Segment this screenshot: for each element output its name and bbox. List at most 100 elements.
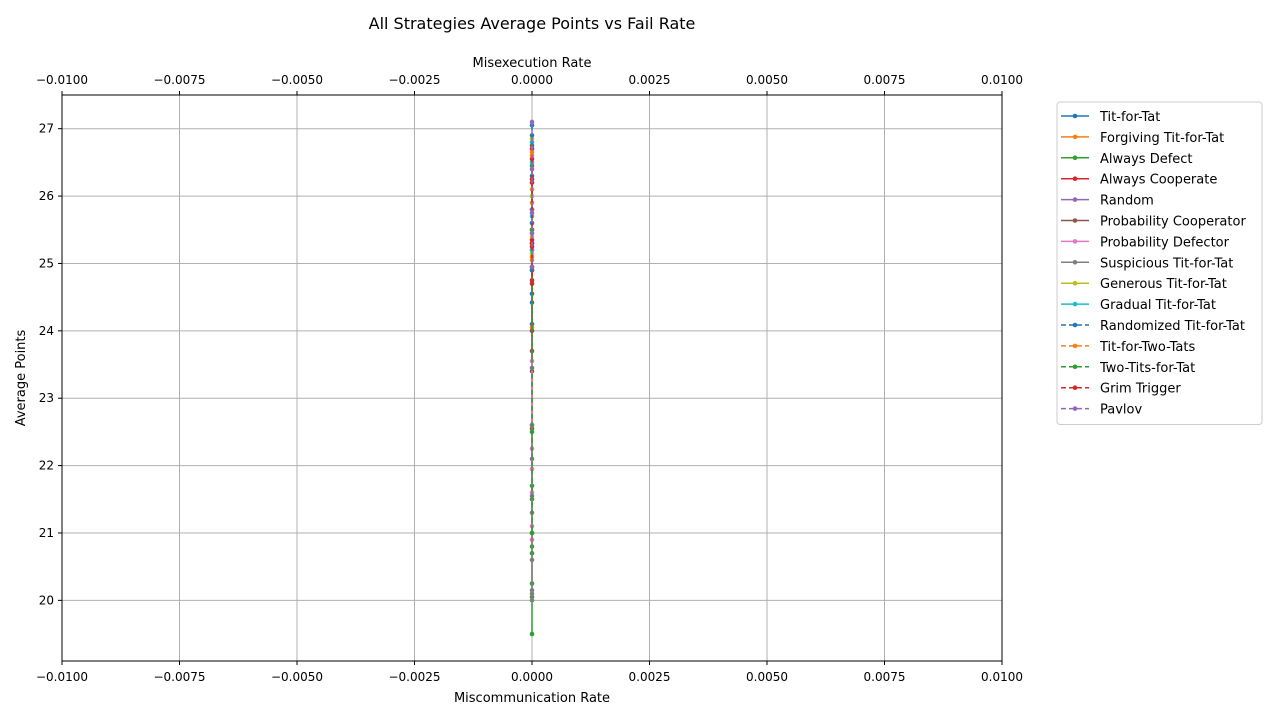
top-tick-label: −0.0100 bbox=[36, 73, 88, 87]
top-axis-ticks: −0.0100 −0.0075 −0.0050 −0.0025 0.0000 0.0025… bbox=[36, 73, 1023, 95]
legend-marker bbox=[1072, 364, 1078, 370]
top-tick-label: 0.0050 bbox=[746, 73, 788, 87]
plot-series bbox=[529, 119, 535, 637]
legend-label: Suspicious Tit-for-Tat bbox=[1100, 256, 1233, 271]
legend-label: Tit-for-Two-Tats bbox=[1099, 340, 1195, 355]
legend-item: Always Cooperate bbox=[1061, 173, 1217, 188]
legend-label: Random bbox=[1100, 194, 1154, 209]
x-tick-label: −0.0025 bbox=[388, 670, 440, 684]
data-point bbox=[529, 156, 535, 162]
data-point bbox=[529, 166, 535, 172]
legend-label: Probability Cooperator bbox=[1100, 215, 1246, 230]
legend-label: Always Defect bbox=[1100, 152, 1193, 167]
legend-marker bbox=[1072, 176, 1078, 181]
legend-label: Pavlov bbox=[1100, 403, 1142, 418]
legend-marker bbox=[1072, 280, 1078, 286]
legend-item: Forgiving Tit-for-Tat bbox=[1061, 131, 1224, 146]
legend-marker bbox=[1072, 385, 1078, 391]
x-tick-label: 0.0075 bbox=[864, 670, 906, 684]
y-tick-label: 20 bbox=[39, 593, 54, 607]
y-tick-label: 27 bbox=[39, 122, 54, 136]
x-tick-label: 0.0100 bbox=[981, 670, 1023, 684]
data-point bbox=[529, 631, 535, 637]
plot-frame bbox=[61, 94, 1003, 662]
legend-item: Suspicious Tit-for-Tat bbox=[1061, 256, 1233, 271]
legend-marker bbox=[1072, 322, 1078, 328]
data-point bbox=[529, 587, 535, 593]
y-tick-label: 26 bbox=[39, 189, 54, 203]
y-tick-label: 23 bbox=[39, 391, 54, 405]
legend-label: Two-Tits-for-Tat bbox=[1099, 361, 1195, 376]
top-tick-label: 0.0100 bbox=[981, 73, 1023, 87]
data-point bbox=[529, 149, 535, 155]
legend-label: Generous Tit-for-Tat bbox=[1100, 277, 1227, 292]
legend-marker bbox=[1072, 260, 1078, 265]
legend-marker bbox=[1072, 155, 1078, 161]
y-tick-label: 24 bbox=[39, 324, 54, 338]
legend-item: Randomized Tit-for-Tat bbox=[1061, 319, 1245, 334]
data-point bbox=[529, 237, 535, 243]
legend-item: Tit-for-Two-Tats bbox=[1061, 340, 1195, 355]
x-tick-label: 0.0000 bbox=[511, 670, 553, 684]
legend-marker bbox=[1072, 134, 1078, 140]
top-tick-label: 0.0000 bbox=[511, 73, 553, 87]
legend-marker bbox=[1072, 406, 1078, 411]
legend-item: Random bbox=[1061, 194, 1154, 209]
top-tick-label: 0.0075 bbox=[864, 73, 906, 87]
legend-item: Probability Cooperator bbox=[1061, 215, 1246, 230]
data-point bbox=[529, 264, 535, 270]
legend-label: Forgiving Tit-for-Tat bbox=[1100, 131, 1224, 146]
data-point bbox=[529, 281, 535, 286]
chart-title: All Strategies Average Points vs Fail Ra… bbox=[369, 14, 696, 33]
y-axis-label: Average Points bbox=[14, 329, 29, 426]
legend-label: Tit-for-Tat bbox=[1099, 110, 1160, 125]
legend-item: Pavlov bbox=[1061, 403, 1142, 418]
legend-item: Generous Tit-for-Tat bbox=[1061, 277, 1227, 292]
series bbox=[529, 119, 535, 270]
data-point bbox=[529, 230, 535, 236]
data-point bbox=[529, 557, 535, 563]
y-tick-label: 25 bbox=[39, 256, 54, 270]
legend-item: Gradual Tit-for-Tat bbox=[1061, 298, 1216, 313]
top-tick-label: 0.0025 bbox=[629, 73, 671, 87]
legend-label: Always Cooperate bbox=[1100, 173, 1217, 188]
legend-marker bbox=[1072, 197, 1078, 202]
x-axis-label: Miscommunication Rate bbox=[454, 691, 610, 706]
x-axis-ticks: −0.0100 −0.0075 −0.0050 −0.0025 0.0000 0.0025… bbox=[36, 661, 1023, 684]
x-tick-label: 0.0025 bbox=[629, 670, 671, 684]
data-point bbox=[529, 328, 535, 334]
x-tick-label: −0.0100 bbox=[36, 670, 88, 684]
legend-label: Randomized Tit-for-Tat bbox=[1100, 319, 1245, 334]
legend-label: Grim Trigger bbox=[1100, 382, 1181, 397]
data-point bbox=[529, 210, 535, 216]
legend-marker bbox=[1072, 218, 1078, 223]
x-tick-label: −0.0050 bbox=[271, 670, 323, 684]
top-tick-label: −0.0025 bbox=[388, 73, 440, 87]
top-tick-label: −0.0050 bbox=[271, 73, 323, 87]
legend: Tit-for-Tat Forgiving Tit-for-Tat Always D… bbox=[1056, 101, 1263, 425]
legend-item: Grim Trigger bbox=[1061, 382, 1181, 397]
data-point bbox=[529, 591, 535, 596]
legend-label: Gradual Tit-for-Tat bbox=[1100, 298, 1216, 313]
y-axis-ticks: 20 21 22 23 24 25 26 27 bbox=[39, 122, 62, 607]
data-point bbox=[529, 598, 535, 603]
legend-marker bbox=[1072, 239, 1078, 244]
legend-item: Two-Tits-for-Tat bbox=[1061, 361, 1195, 376]
data-point bbox=[529, 119, 535, 125]
y-tick-label: 22 bbox=[39, 459, 54, 473]
legend-box bbox=[1056, 101, 1263, 425]
legend-marker bbox=[1072, 113, 1078, 119]
x-tick-label: −0.0075 bbox=[153, 670, 205, 684]
legend-marker bbox=[1072, 343, 1078, 349]
legend-item: Always Defect bbox=[1061, 152, 1193, 167]
legend-label: Probability Defector bbox=[1100, 235, 1230, 250]
legend-item: Probability Defector bbox=[1061, 235, 1230, 250]
x-tick-label: 0.0050 bbox=[746, 670, 788, 684]
legend-marker bbox=[1072, 301, 1078, 307]
data-point bbox=[529, 429, 535, 435]
y-tick-label: 21 bbox=[39, 526, 54, 540]
top-axis-label: Misexecution Rate bbox=[473, 56, 592, 71]
data-point bbox=[529, 530, 535, 536]
legend-item: Tit-for-Tat bbox=[1061, 110, 1160, 125]
